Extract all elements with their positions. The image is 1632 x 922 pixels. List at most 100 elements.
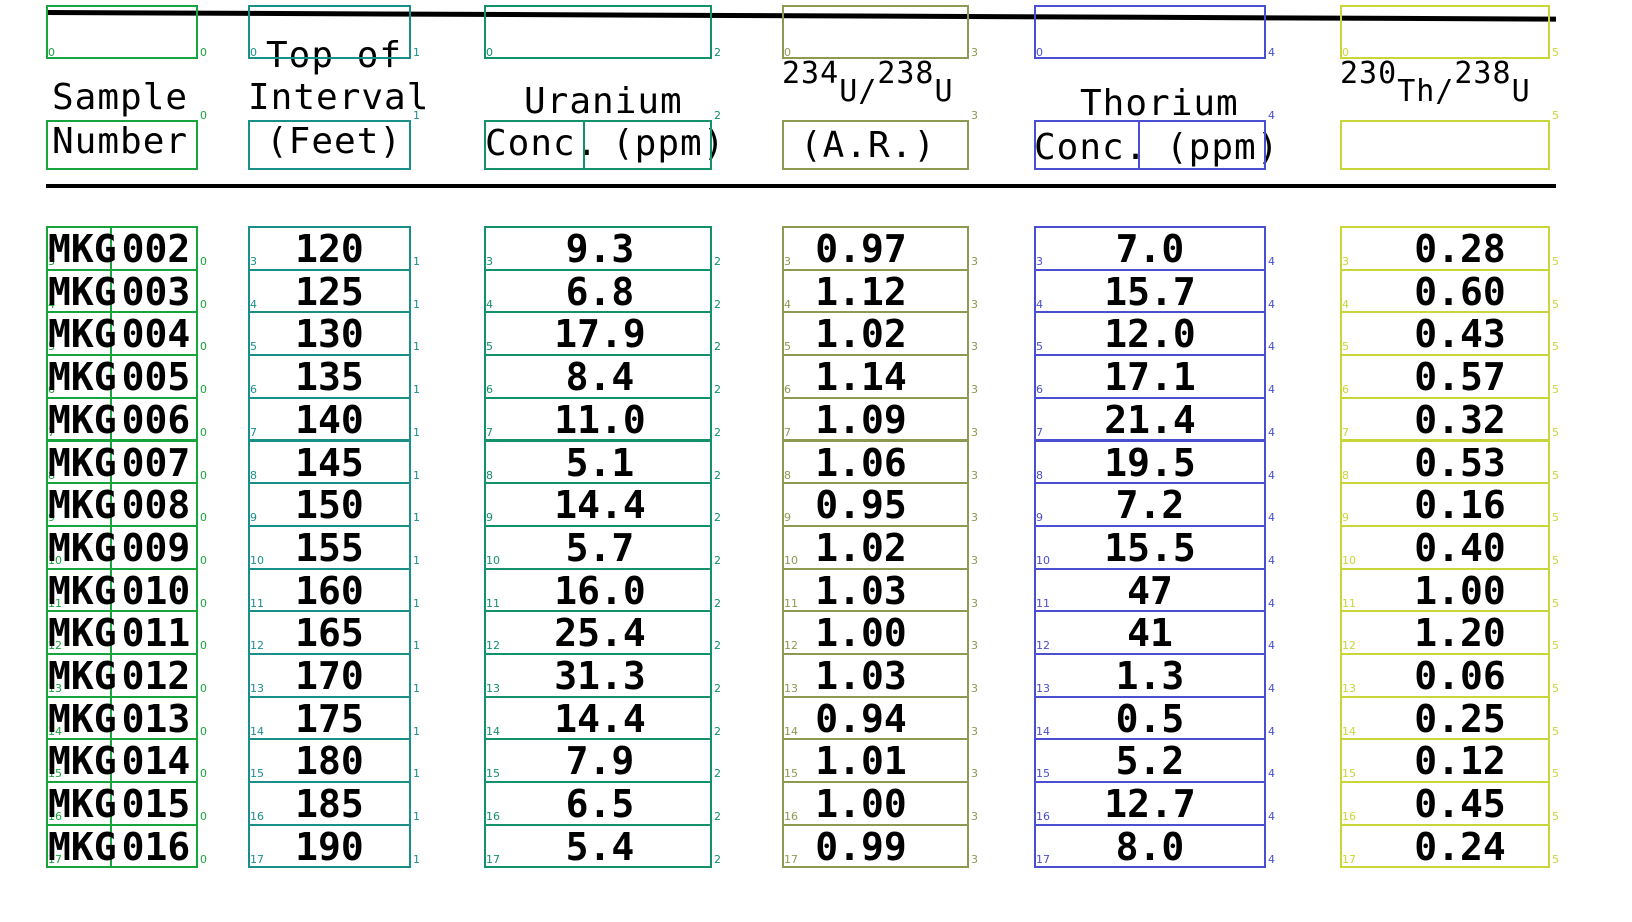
ratio-u-sym2: U — [934, 74, 954, 109]
box-index-label: 0 — [784, 46, 791, 59]
row-index-label: 16 — [486, 810, 500, 824]
row-index-label: 4 — [1036, 297, 1043, 311]
sample-prefix: MKG — [48, 397, 117, 442]
col-index-label: 1 — [413, 383, 420, 397]
sample-prefix: MKG — [48, 269, 117, 314]
col-index-label: 2 — [714, 340, 721, 354]
header-uranium-unit: (ppm) — [612, 123, 726, 164]
row-index-label: 10 — [250, 553, 264, 567]
row-index-label: 12 — [784, 639, 798, 653]
row-index-label: 8 — [486, 468, 493, 482]
thorium-conc: 7.2 — [1115, 483, 1185, 528]
col-index-label: 2 — [714, 383, 721, 397]
col-index-label: 5 — [1552, 852, 1559, 866]
col-index-label: 5 — [1552, 255, 1559, 268]
row-index-label: 5 — [784, 340, 791, 354]
box-index-label: 1 — [413, 46, 420, 59]
row-index-label: 3 — [1036, 255, 1043, 268]
box-index-label: 0 — [250, 46, 257, 59]
row-index-label: 12 — [486, 639, 500, 653]
sample-prefix: MKG — [48, 355, 117, 400]
thorium-conc: 0.5 — [1115, 696, 1185, 741]
header-box-top — [1034, 5, 1266, 59]
col-index-label: 3 — [971, 255, 978, 268]
row-index-label: 15 — [48, 767, 62, 781]
col-index-label: 1 — [413, 468, 420, 482]
row-index-label: 12 — [250, 639, 264, 653]
uranium-conc: 5.7 — [565, 525, 635, 570]
row-index-label: 15 — [784, 767, 798, 781]
header-thorium-unit: (ppm) — [1166, 127, 1280, 168]
col-index-label: 2 — [714, 596, 721, 610]
sample-id: 012 — [121, 654, 191, 698]
ratio-th-sym1: Th/ — [1397, 74, 1455, 109]
row-cell-box — [484, 823, 712, 869]
top-interval: 170 — [295, 654, 364, 698]
row-index-label: 5 — [250, 340, 257, 354]
header-box-divider — [484, 120, 585, 170]
top-interval: 185 — [295, 782, 364, 827]
row-index-label: 8 — [1342, 468, 1349, 482]
row-index-label: 11 — [250, 596, 264, 610]
uranium-conc: 8.4 — [565, 355, 635, 400]
col-index-label: 4 — [1268, 468, 1275, 482]
row-index-label: 8 — [1036, 468, 1043, 482]
row-index-label: 15 — [1342, 767, 1356, 781]
row-index-label: 17 — [1342, 852, 1356, 866]
row-index-label: 4 — [784, 297, 791, 311]
box-index-label: 4 — [1268, 109, 1275, 122]
sample-id: 010 — [121, 568, 191, 613]
col-index-label: 2 — [714, 468, 721, 482]
sample-id: 009 — [121, 525, 191, 570]
col-index-label: 2 — [714, 255, 721, 268]
thorium-conc: 1.3 — [1115, 654, 1185, 698]
header-rule — [46, 184, 1556, 188]
u-activity-ratio: 0.95 — [815, 483, 907, 528]
col-index-label: 5 — [1552, 596, 1559, 610]
row-index-label: 12 — [1036, 639, 1050, 653]
header-top-line2: Interval — [248, 77, 430, 118]
top-interval: 165 — [295, 611, 364, 656]
top-interval: 135 — [295, 355, 364, 400]
row-index-label: 13 — [250, 682, 264, 695]
row-index-label: 10 — [48, 553, 62, 567]
sample-prefix: MKG — [48, 440, 117, 485]
sample-prefix: MKG — [48, 227, 117, 271]
col-index-label: 2 — [714, 553, 721, 567]
col-index-label: 4 — [1268, 852, 1275, 866]
top-interval: 175 — [295, 696, 364, 741]
col-index-label: 5 — [1552, 553, 1559, 567]
col-index-label: 5 — [1552, 810, 1559, 824]
thorium-conc: 21.4 — [1104, 397, 1196, 442]
col-index-label: 4 — [1268, 425, 1275, 439]
th-u-activity-ratio: 0.60 — [1414, 269, 1506, 314]
row-cell-box — [782, 823, 969, 869]
row-index-label: 13 — [486, 682, 500, 695]
uranium-conc: 11.0 — [554, 397, 646, 442]
col-index-label: 3 — [971, 596, 978, 610]
ratio-th-sym2: U — [1511, 74, 1531, 109]
col-index-label: 2 — [714, 297, 721, 311]
top-interval: 150 — [295, 483, 364, 528]
row-index-label: 10 — [1342, 553, 1356, 567]
header-ratio-th: 230Th/238U — [1340, 56, 1531, 109]
row-index-label: 9 — [250, 511, 257, 525]
col-index-label: 0 — [200, 468, 207, 482]
col-index-label: 1 — [413, 852, 420, 866]
col-index-label: 3 — [971, 682, 978, 695]
box-index-label: 0 — [1036, 46, 1043, 59]
col-index-label: 2 — [714, 852, 721, 866]
row-index-label: 6 — [1036, 383, 1043, 397]
th-u-activity-ratio: 0.40 — [1414, 525, 1506, 570]
row-index-label: 17 — [48, 852, 62, 866]
col-index-label: 2 — [714, 724, 721, 738]
header-box-top — [484, 5, 712, 59]
th-u-activity-ratio: 0.24 — [1414, 824, 1506, 869]
col-index-label: 5 — [1552, 682, 1559, 695]
col-index-label: 3 — [971, 639, 978, 653]
col-index-label: 0 — [200, 553, 207, 567]
u-activity-ratio: 0.97 — [815, 227, 907, 271]
col-index-label: 0 — [200, 596, 207, 610]
row-index-label: 9 — [1342, 511, 1349, 525]
row-index-label: 14 — [1342, 724, 1356, 738]
